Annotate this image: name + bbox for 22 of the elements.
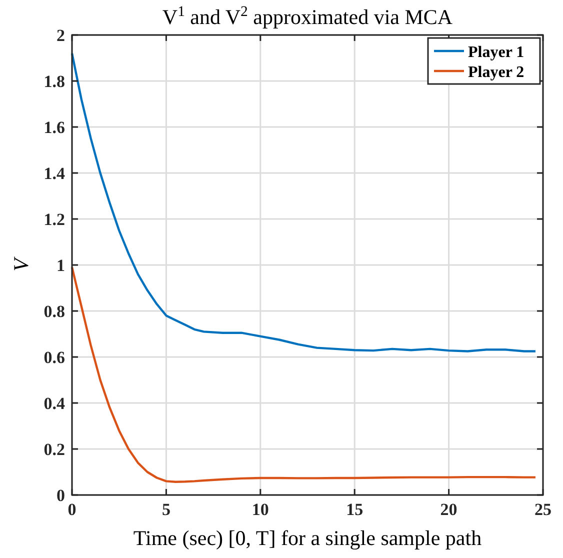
legend-label: Player 1 [468, 44, 524, 61]
y-tick-label: 2 [56, 26, 65, 45]
y-tick-label: 0.2 [44, 440, 65, 459]
x-axis-title: Time (sec) [0, T] for a single sample path [133, 526, 482, 550]
y-tick-label: 1.4 [44, 164, 66, 183]
y-tick-label: 0.6 [44, 348, 65, 367]
y-tick-label: 1.6 [44, 118, 65, 137]
line-series [70, 266, 537, 483]
legend-label: Player 2 [468, 64, 524, 81]
y-tick-label: 1 [56, 256, 65, 275]
y-tick-label: 0.8 [44, 302, 65, 321]
y-tick-label: 0.4 [44, 394, 66, 413]
chart-title: V$^{1}$ and V$^{2}$ approximated via MCA [162, 4, 454, 29]
y-axis-title: V [9, 256, 33, 272]
x-tick-label: 20 [440, 500, 458, 519]
x-tick-label: 15 [346, 500, 364, 519]
y-tick-label: 1.8 [44, 72, 65, 91]
x-tick-label: 25 [534, 500, 552, 519]
y-tick-label: 1.2 [44, 210, 65, 229]
x-tick-label: 5 [162, 500, 170, 519]
y-tick-label: 0 [56, 486, 65, 505]
x-tick-label: 10 [252, 500, 269, 519]
